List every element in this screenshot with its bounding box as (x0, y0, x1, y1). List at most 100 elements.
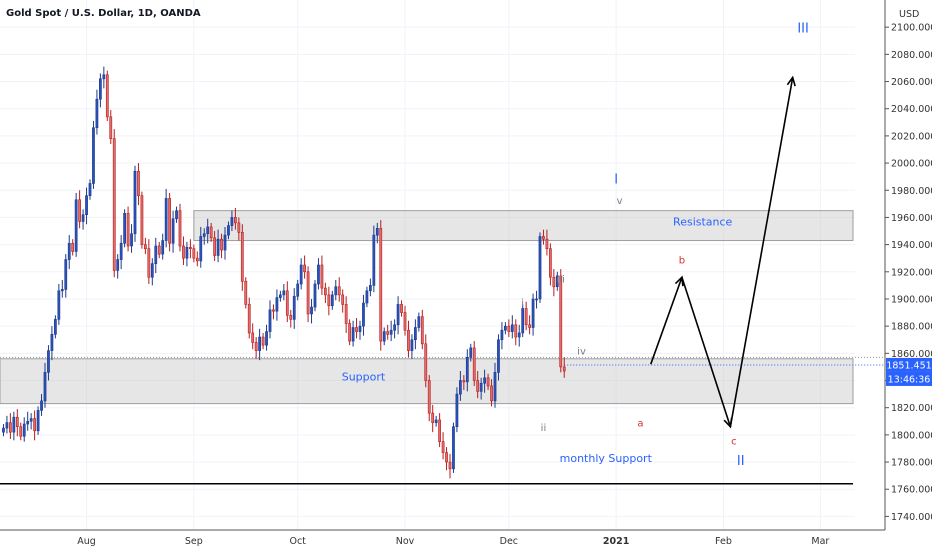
candle-body (47, 350, 50, 373)
candle-body (462, 380, 466, 383)
candle-body (310, 306, 313, 315)
candle-body (292, 295, 296, 320)
candle-body (161, 240, 165, 255)
projection-segment[interactable] (729, 77, 794, 427)
candle-body (154, 245, 158, 264)
projection-layer[interactable] (650, 75, 796, 429)
candle-body (147, 248, 151, 278)
candle-body (313, 283, 317, 308)
projection-arrowhead (786, 75, 796, 87)
candle-body (517, 332, 521, 338)
candle-body (109, 116, 113, 139)
candle-body (202, 233, 206, 237)
candle-body (182, 245, 185, 259)
y-tick-label: 2060.000 (891, 77, 932, 88)
candle-body (126, 213, 130, 247)
grid-layer (0, 0, 855, 530)
candle-body (5, 422, 9, 429)
wave-label: ii (541, 423, 547, 434)
candle-body (40, 400, 43, 411)
y-tick-label: 2020.000 (891, 131, 932, 142)
candle-body (247, 304, 251, 334)
candle-body (195, 257, 199, 262)
candle-body (216, 238, 220, 256)
y-tick-label: 1920.000 (891, 267, 932, 278)
x-tick-label: Mar (811, 536, 829, 547)
y-tick-label: 1880.000 (891, 322, 932, 333)
candle-body (92, 127, 95, 184)
candle-body (528, 324, 531, 328)
candle-body (362, 302, 365, 327)
candle-body (469, 347, 473, 358)
candle-body (102, 74, 106, 80)
candle-body (497, 339, 500, 373)
candle-body (445, 452, 448, 463)
candle-body (275, 297, 279, 312)
chart-title: Gold Spot / U.S. Dollar, 1D, OANDA (6, 8, 201, 19)
candle-body (230, 217, 234, 226)
candle-body (351, 327, 355, 342)
y-tick-label: 1960.000 (891, 213, 932, 224)
candle-body (555, 275, 559, 288)
wave-label: III (797, 22, 809, 37)
candle-body (552, 276, 556, 288)
x-tick-label: Oct (289, 536, 306, 547)
candle-body (227, 225, 230, 236)
x-tick-label: Feb (715, 536, 732, 547)
candle-body (15, 416, 19, 428)
candle-body (237, 222, 241, 233)
candle-body (324, 287, 327, 296)
candle-body (393, 324, 396, 331)
candle-body (396, 304, 400, 326)
candle-body (57, 290, 61, 320)
candle-body (472, 347, 476, 381)
candle-body (403, 312, 407, 331)
candle-body (521, 308, 525, 334)
candle-body (424, 343, 428, 381)
candle-body (348, 323, 351, 342)
candle-body (99, 78, 102, 100)
candle-body (26, 420, 30, 425)
candle-body (476, 380, 480, 392)
y-tick-label: 2100.000 (891, 23, 932, 34)
candle-body (299, 264, 303, 285)
resistance-zone[interactable] (193, 210, 854, 242)
zone-text-label: monthly Support (560, 452, 653, 465)
levels-layer[interactable] (0, 356, 885, 485)
wave-label: II (737, 454, 745, 469)
x-tick-label: Nov (396, 536, 415, 547)
candle-body (123, 213, 126, 244)
candle-body (220, 238, 223, 251)
candle-body (88, 183, 92, 196)
current-price-badge (886, 357, 932, 372)
candle-body (19, 426, 23, 437)
candle-body (386, 331, 390, 335)
candle-body (483, 377, 486, 384)
wave-label: b (679, 256, 685, 267)
candle-body (105, 74, 109, 118)
candle-body (2, 427, 5, 433)
projection-segment[interactable] (650, 276, 683, 365)
candle-body (67, 242, 71, 260)
wave-label: a (637, 419, 643, 430)
y-tick-label: 1860.000 (891, 349, 932, 360)
candle-body (417, 316, 421, 328)
candle-body (375, 228, 379, 236)
currency-label[interactable]: USD (899, 9, 919, 20)
candle-body (265, 331, 268, 346)
candle-body (535, 298, 538, 301)
candle-body (33, 418, 36, 432)
candle-body (510, 324, 514, 332)
candle-body (60, 289, 64, 292)
wave-label: c (731, 436, 737, 447)
candle-body (22, 423, 26, 437)
projection-segment[interactable] (681, 276, 732, 427)
y-tick-label: 2000.000 (891, 159, 932, 170)
candle-body (185, 247, 189, 259)
candle-body (285, 290, 289, 316)
candle-body (538, 236, 542, 300)
candle-body (279, 294, 282, 298)
candle-body (85, 195, 88, 216)
